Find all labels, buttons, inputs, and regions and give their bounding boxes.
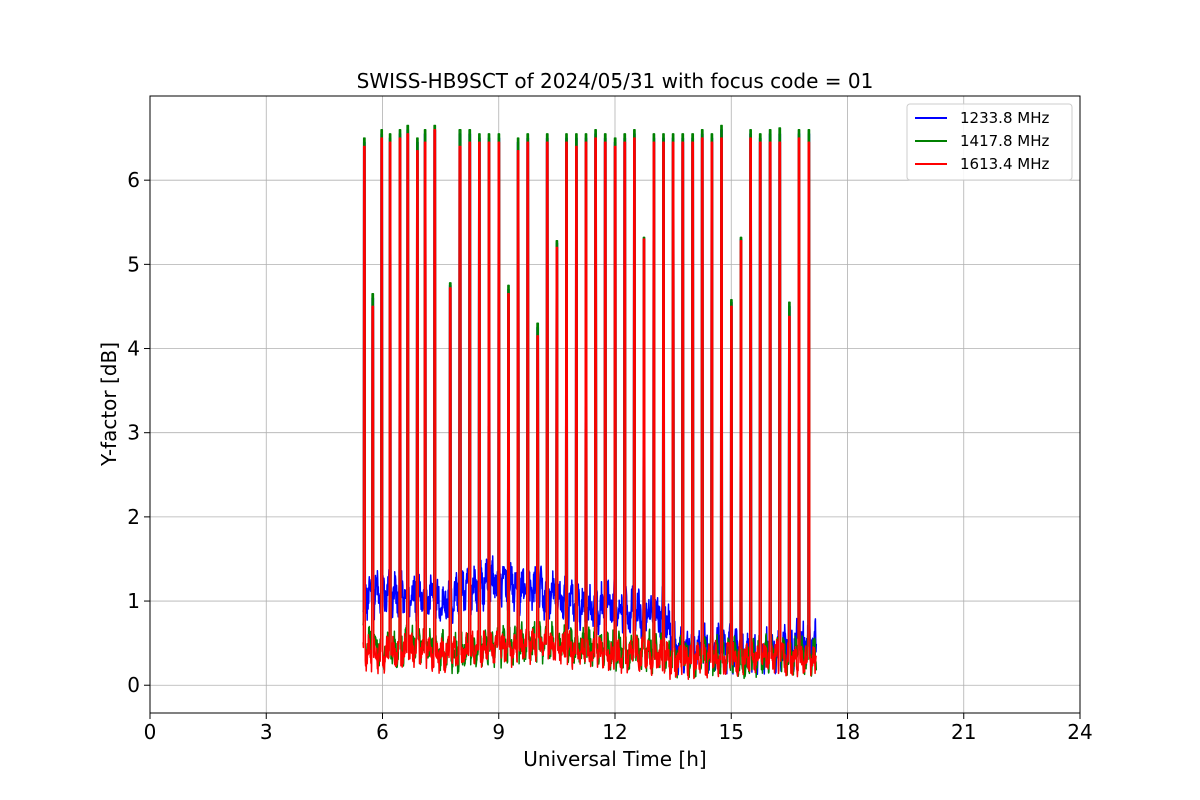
legend: 1233.8 MHz 1417.8 MHz 1613.4 MHz [906, 103, 1073, 181]
y-tick-label: 1 [127, 589, 140, 613]
chart-title: SWISS-HB9SCT of 2024/05/31 with focus co… [357, 69, 874, 93]
x-tick-label: 15 [719, 720, 744, 744]
y-tick-label: 4 [127, 337, 140, 361]
y-tick-label: 5 [127, 252, 140, 276]
legend-label: 1233.8 MHz [960, 109, 1049, 127]
x-tick-label: 3 [260, 720, 273, 744]
x-tick-label: 24 [1067, 720, 1092, 744]
series-layer [362, 124, 818, 681]
legend-label: 1613.4 MHz [960, 155, 1049, 173]
y-tick-label: 6 [127, 168, 140, 192]
y-axis-label: Y-factor [dB] [97, 342, 121, 467]
x-axis-label: Universal Time [h] [523, 747, 706, 771]
x-tick-label: 6 [376, 720, 389, 744]
legend-label: 1417.8 MHz [960, 132, 1049, 150]
y-tick-label: 0 [127, 673, 140, 697]
x-tick-label: 21 [951, 720, 976, 744]
x-tick-label: 0 [144, 720, 157, 744]
y-tick-label: 2 [127, 505, 140, 529]
x-tick-label: 9 [492, 720, 505, 744]
y-tick-label: 3 [127, 421, 140, 445]
x-tick-label: 12 [602, 720, 627, 744]
legend-box [906, 103, 1073, 181]
x-tick-label: 18 [835, 720, 860, 744]
series-line [362, 128, 818, 681]
